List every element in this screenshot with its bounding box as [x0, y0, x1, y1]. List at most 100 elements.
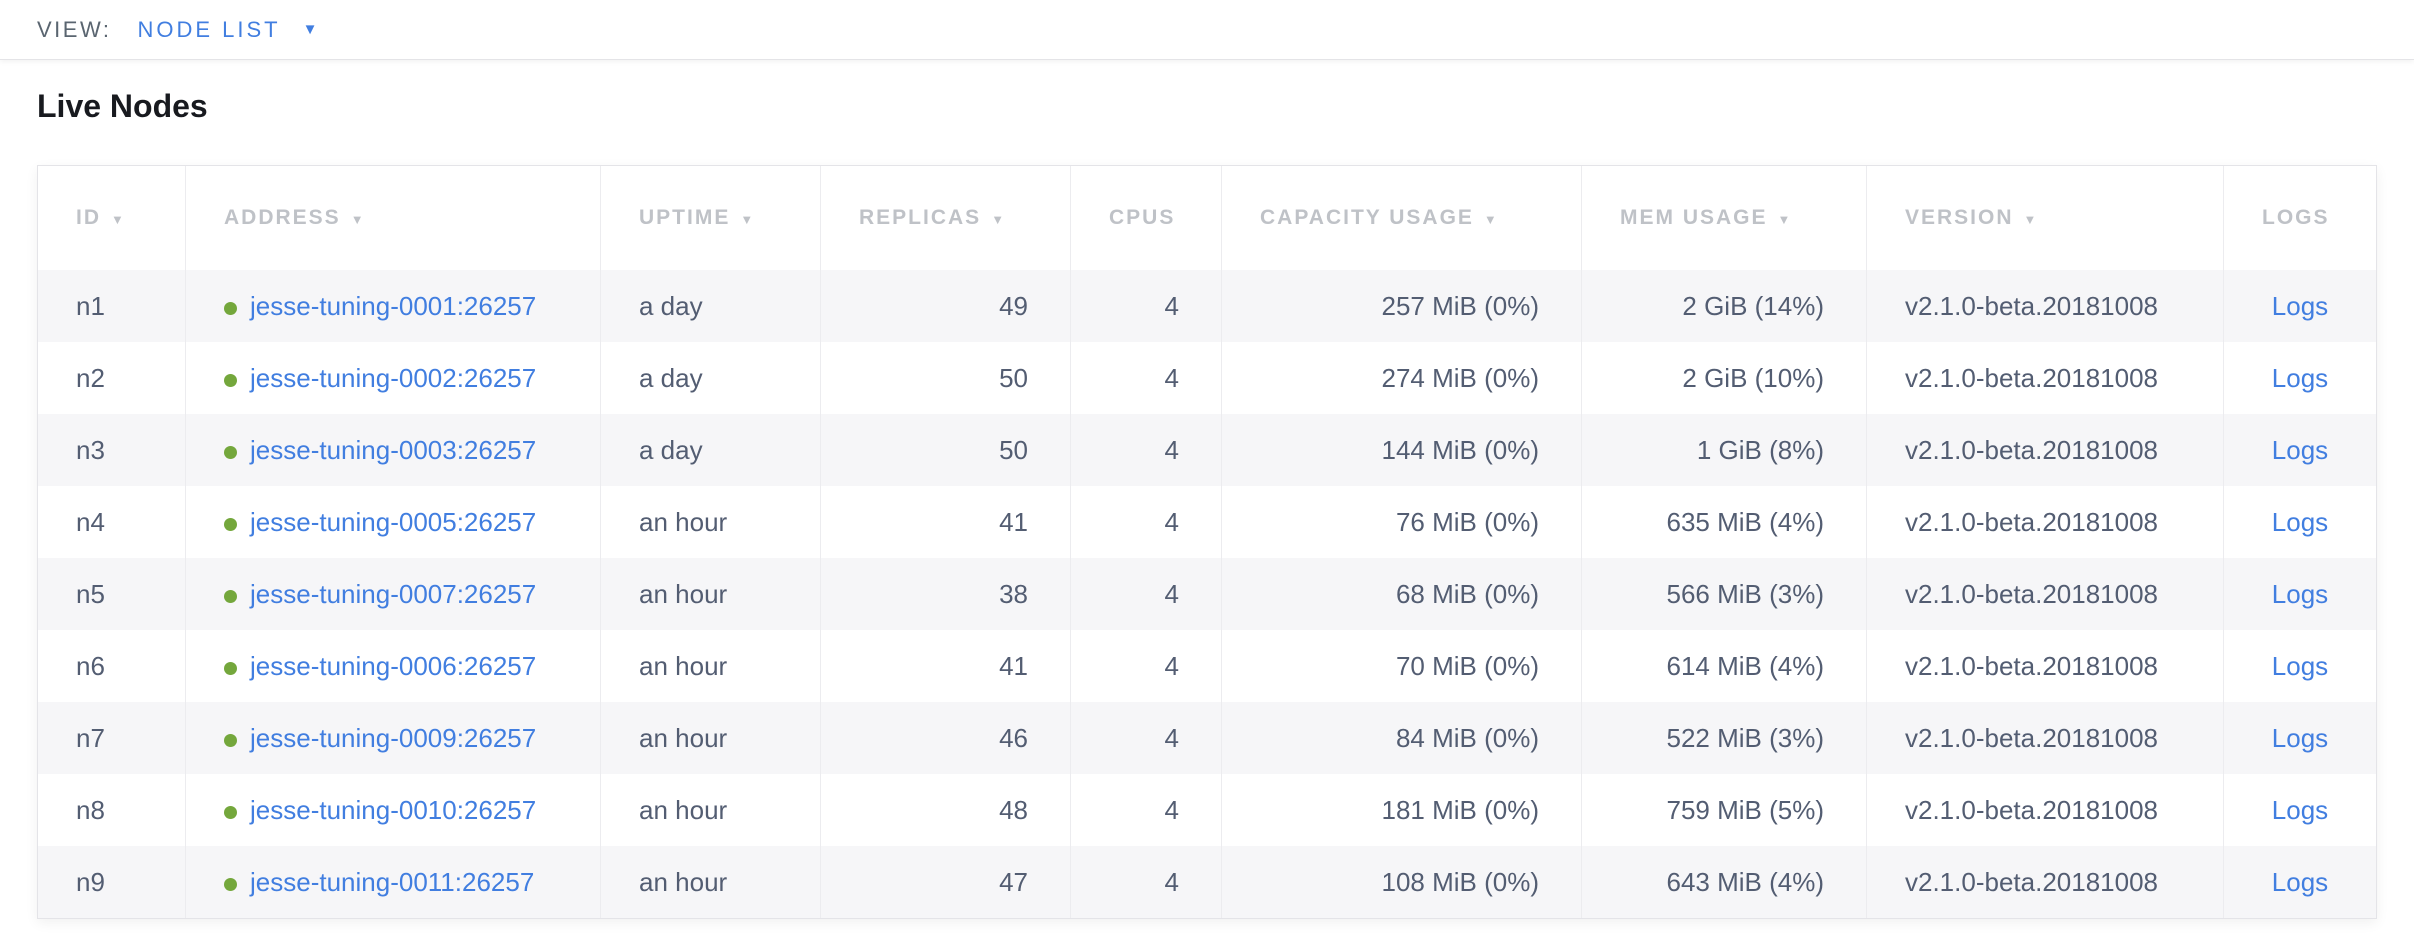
node-logs-link[interactable]: Logs — [2271, 290, 2329, 321]
column-header-label: ID — [76, 206, 101, 229]
cell-cpus: 4 — [1071, 270, 1222, 342]
cell-address: jesse-tuning-0005:26257 — [186, 486, 601, 558]
sort-desc-icon: ▼ — [111, 212, 126, 227]
cell-capacity: 274 MiB (0%) — [1222, 342, 1582, 414]
node-status-icon — [224, 373, 237, 387]
column-header-label: VERSION — [1905, 206, 2014, 229]
cell-address: jesse-tuning-0001:26257 — [186, 270, 601, 342]
cell-id: n6 — [38, 630, 186, 702]
column-header-label: ADDRESS — [224, 206, 341, 229]
cell-address: jesse-tuning-0010:26257 — [186, 774, 601, 846]
cell-version: v2.1.0-beta.20181008 — [1867, 270, 2224, 342]
column-header-capacity[interactable]: CAPACITY USAGE ▼ — [1222, 166, 1582, 270]
node-status-icon — [224, 805, 237, 819]
node-logs-link[interactable]: Logs — [2271, 650, 2329, 681]
node-address-link[interactable]: jesse-tuning-0001:26257 — [250, 290, 537, 321]
node-logs-link[interactable]: Logs — [2271, 866, 2329, 897]
cell-logs: Logs — [2224, 846, 2376, 918]
node-address-link[interactable]: jesse-tuning-0010:26257 — [250, 794, 537, 825]
column-header-mem[interactable]: MEM USAGE ▼ — [1582, 166, 1867, 270]
cell-address: jesse-tuning-0009:26257 — [186, 702, 601, 774]
cell-capacity: 84 MiB (0%) — [1222, 702, 1582, 774]
node-address-link[interactable]: jesse-tuning-0003:26257 — [250, 434, 537, 465]
cell-logs: Logs — [2224, 414, 2376, 486]
column-header-label: CAPACITY USAGE — [1260, 206, 1474, 229]
node-status-icon — [224, 661, 237, 675]
table-row: n9 jesse-tuning-0011:26257 an hour 47 4 108 M… — [38, 846, 2376, 918]
cell-logs: Logs — [2224, 558, 2376, 630]
column-header-label: REPLICAS — [859, 206, 982, 229]
cell-version: v2.1.0-beta.20181008 — [1867, 702, 2224, 774]
cell-version: v2.1.0-beta.20181008 — [1867, 774, 2224, 846]
cell-version: v2.1.0-beta.20181008 — [1867, 414, 2224, 486]
cell-mem: 1 GiB (8%) — [1582, 414, 1867, 486]
cell-logs: Logs — [2224, 630, 2376, 702]
column-header-id[interactable]: ID ▼ — [38, 166, 186, 270]
cell-replicas: 41 — [821, 486, 1071, 558]
cell-cpus: 4 — [1071, 486, 1222, 558]
cell-cpus: 4 — [1071, 846, 1222, 918]
cell-logs: Logs — [2224, 702, 2376, 774]
table-header-row: ID ▼ ADDRESS ▼ UPTIME ▼ REPLICAS ▼ CPUS CAPACITY … — [38, 166, 2376, 270]
table-row: n6 jesse-tuning-0006:26257 an hour 41 4 70 Mi… — [38, 630, 2376, 702]
cell-mem: 635 MiB (4%) — [1582, 486, 1867, 558]
table-row: n7 jesse-tuning-0009:26257 an hour 46 4 84 Mi… — [38, 702, 2376, 774]
column-header-version[interactable]: VERSION ▼ — [1867, 166, 2224, 270]
view-selector-dropdown[interactable]: NODE LIST ▼ — [137, 17, 317, 43]
cell-logs: Logs — [2224, 270, 2376, 342]
column-header-replicas[interactable]: REPLICAS ▼ — [821, 166, 1071, 270]
sort-desc-icon: ▼ — [2023, 212, 2039, 227]
cell-replicas: 48 — [821, 774, 1071, 846]
node-address-link[interactable]: jesse-tuning-0007:26257 — [250, 578, 537, 609]
cell-replicas: 38 — [821, 558, 1071, 630]
cell-uptime: a day — [601, 414, 821, 486]
node-status-icon — [224, 301, 237, 315]
view-selected-value: NODE LIST — [137, 16, 281, 42]
cell-mem: 759 MiB (5%) — [1582, 774, 1867, 846]
cell-cpus: 4 — [1071, 702, 1222, 774]
node-address-link[interactable]: jesse-tuning-0005:26257 — [250, 506, 537, 537]
cell-cpus: 4 — [1071, 630, 1222, 702]
cell-id: n8 — [38, 774, 186, 846]
cell-capacity: 257 MiB (0%) — [1222, 270, 1582, 342]
cell-replicas: 50 — [821, 342, 1071, 414]
column-header-cpus: CPUS — [1071, 166, 1222, 270]
cell-capacity: 144 MiB (0%) — [1222, 414, 1582, 486]
cell-address: jesse-tuning-0006:26257 — [186, 630, 601, 702]
column-header-uptime[interactable]: UPTIME ▼ — [601, 166, 821, 270]
node-status-icon — [224, 445, 237, 459]
cell-logs: Logs — [2224, 486, 2376, 558]
table-row: n5 jesse-tuning-0007:26257 an hour 38 4 68 Mi… — [38, 558, 2376, 630]
node-logs-link[interactable]: Logs — [2271, 794, 2329, 825]
cell-id: n9 — [38, 846, 186, 918]
column-header-label: LOGS — [2262, 206, 2330, 229]
node-status-icon — [224, 877, 237, 891]
node-address-link[interactable]: jesse-tuning-0002:26257 — [250, 362, 537, 393]
node-status-icon — [224, 733, 237, 747]
node-logs-link[interactable]: Logs — [2271, 722, 2329, 753]
cell-uptime: an hour — [601, 558, 821, 630]
node-logs-link[interactable]: Logs — [2271, 434, 2329, 465]
cell-mem: 2 GiB (10%) — [1582, 342, 1867, 414]
node-logs-link[interactable]: Logs — [2271, 578, 2329, 609]
node-status-icon — [224, 589, 237, 603]
node-address-link[interactable]: jesse-tuning-0006:26257 — [250, 650, 537, 681]
cell-uptime: an hour — [601, 486, 821, 558]
node-address-link[interactable]: jesse-tuning-0009:26257 — [250, 722, 537, 753]
node-logs-link[interactable]: Logs — [2271, 362, 2329, 393]
column-header-address[interactable]: ADDRESS ▼ — [186, 166, 601, 270]
cell-mem: 2 GiB (14%) — [1582, 270, 1867, 342]
node-logs-link[interactable]: Logs — [2271, 506, 2329, 537]
table-row: n1 jesse-tuning-0001:26257 a day 49 4 257 MiB… — [38, 270, 2376, 342]
sort-desc-icon: ▼ — [1483, 212, 1499, 227]
cell-replicas: 49 — [821, 270, 1071, 342]
table-row: n4 jesse-tuning-0005:26257 an hour 41 4 76 Mi… — [38, 486, 2376, 558]
cell-cpus: 4 — [1071, 414, 1222, 486]
table-row: n3 jesse-tuning-0003:26257 a day 50 4 144 MiB… — [38, 414, 2376, 486]
node-address-link[interactable]: jesse-tuning-0011:26257 — [250, 866, 535, 897]
cell-mem: 566 MiB (3%) — [1582, 558, 1867, 630]
cell-id: n7 — [38, 702, 186, 774]
page-title: Live Nodes — [37, 88, 208, 124]
cell-address: jesse-tuning-0002:26257 — [186, 342, 601, 414]
cell-capacity: 181 MiB (0%) — [1222, 774, 1582, 846]
